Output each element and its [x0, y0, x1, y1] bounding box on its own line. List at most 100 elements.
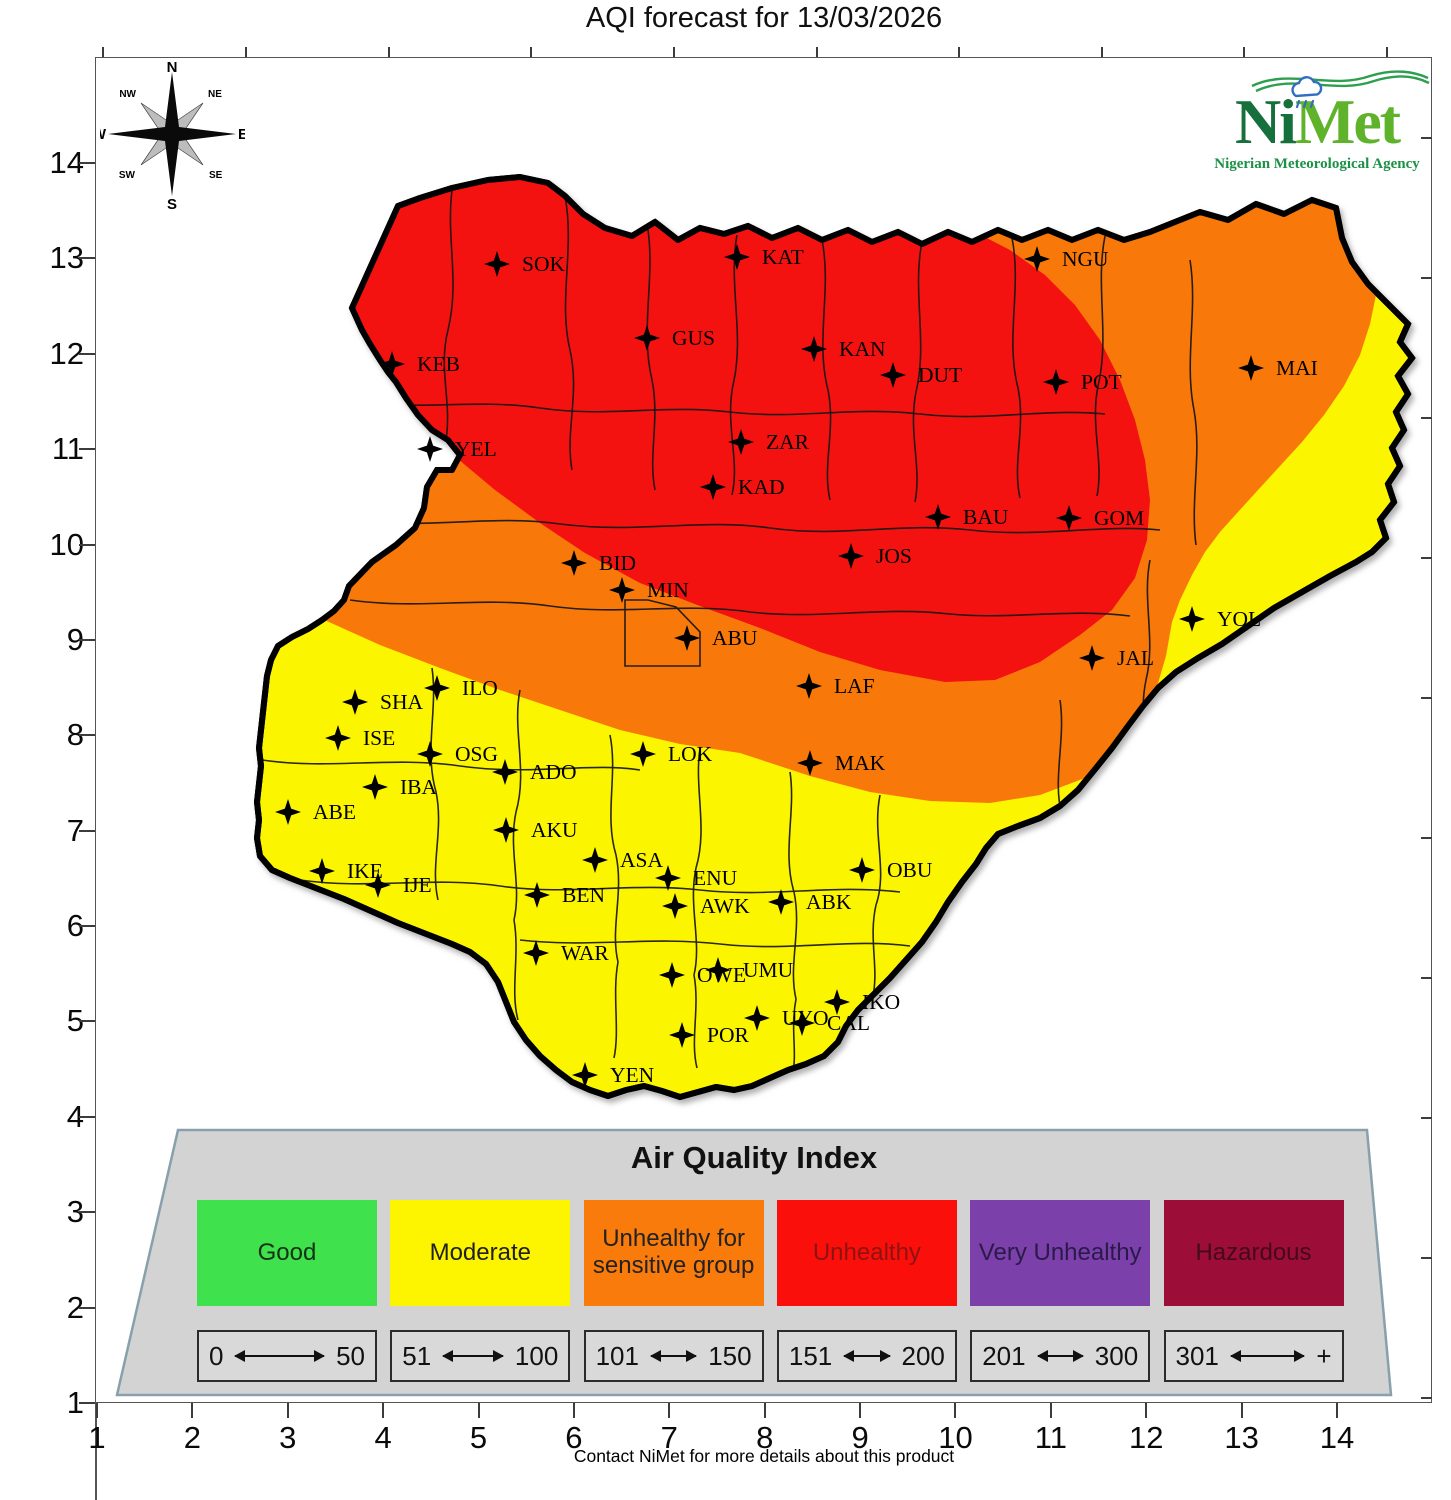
y-tick-mark	[79, 1211, 95, 1214]
y-tick-mark	[79, 257, 95, 260]
city-label: ADO	[530, 759, 577, 784]
y-tick-label: 14	[49, 145, 84, 180]
diamond-marker-icon	[925, 504, 951, 530]
city-label: IBA	[400, 774, 438, 799]
y-tick-mark	[79, 352, 95, 355]
diamond-marker-icon	[493, 817, 519, 843]
compass-se: SE	[209, 170, 223, 181]
top-graticule-tick	[1386, 47, 1388, 57]
city-marker-pot: POT	[1043, 369, 1122, 395]
city-marker-obu: OBU	[849, 857, 932, 883]
compass-n: N	[167, 62, 178, 76]
city-marker-ben: BEN	[524, 882, 605, 908]
right-graticule-tick	[1421, 1257, 1432, 1259]
city-label: ABK	[806, 889, 852, 914]
city-label: SOK	[522, 251, 566, 276]
diamond-marker-icon	[523, 940, 549, 966]
legend-item: Moderate 51 100	[390, 1200, 571, 1382]
city-label: ILO	[462, 675, 498, 700]
legend-range-max: 150	[708, 1340, 752, 1371]
diamond-marker-icon	[572, 1062, 598, 1088]
city-label: ZAR	[766, 429, 809, 454]
city-marker-abk: ABK	[768, 889, 851, 915]
diamond-marker-icon	[609, 577, 635, 603]
legend-category-label: Good	[257, 1238, 317, 1266]
y-tick-label: 10	[49, 526, 84, 562]
compass-w: W	[100, 126, 107, 143]
city-marker-sok: SOK	[484, 251, 565, 277]
city-label: KAT	[762, 244, 804, 269]
logo-subtitle: Nigerian Meteorological Agency	[1214, 156, 1420, 172]
y-tick-label: 7	[66, 812, 84, 848]
diamond-marker-icon	[674, 625, 700, 651]
y-tick-label: 5	[66, 1003, 84, 1039]
city-marker-iba: IBA	[362, 774, 437, 800]
y-tick-mark	[79, 1115, 95, 1118]
x-tick-mark	[1049, 1403, 1052, 1418]
x-tick-label: 12	[1128, 1420, 1164, 1455]
right-graticule-tick	[1421, 697, 1432, 699]
city-label: OSG	[455, 741, 499, 766]
city-label: SHA	[380, 689, 424, 714]
x-tick-mark	[954, 1403, 957, 1418]
city-marker-yel: YEL	[417, 436, 497, 462]
diamond-marker-icon	[801, 336, 827, 362]
legend-range-min: 0	[209, 1340, 224, 1371]
diamond-marker-icon	[634, 325, 660, 351]
diamond-marker-icon	[630, 741, 656, 767]
city-marker-dut: DUT	[880, 362, 962, 388]
y-tick-mark	[79, 162, 95, 164]
top-graticule-tick	[1101, 47, 1103, 57]
city-label: DUT	[918, 362, 963, 387]
city-marker-zar: ZAR	[728, 429, 809, 455]
nimet-logo: NiMet Nigerian Meteorological Agency	[1198, 68, 1436, 173]
legend-range-box: 51 100	[390, 1330, 571, 1382]
city-marker-sha: SHA	[342, 689, 423, 715]
city-marker-keb: KEB	[379, 351, 460, 377]
right-graticule-tick	[1421, 417, 1432, 419]
compass-ne: NE	[208, 89, 222, 100]
diamond-marker-icon	[659, 962, 685, 988]
diamond-marker-icon	[309, 858, 335, 884]
x-tick-label: 7	[660, 1420, 678, 1455]
diamond-marker-icon	[796, 673, 822, 699]
legend-category-swatch: Hazardous	[1163, 1200, 1344, 1306]
top-graticule-tick	[530, 47, 532, 57]
legend-category-label: Unhealthy for sensitive group	[592, 1225, 755, 1279]
city-label: BID	[599, 550, 637, 575]
diamond-marker-icon	[1024, 246, 1050, 272]
x-tick-mark	[572, 1403, 575, 1418]
diamond-marker-icon	[880, 362, 906, 388]
plot-frame	[95, 57, 1432, 1403]
diamond-marker-icon	[768, 889, 794, 915]
city-label: UMU	[743, 957, 794, 982]
city-marker-ije: IJE	[365, 872, 432, 898]
diamond-marker-icon	[484, 251, 510, 277]
y-tick-label: 2	[66, 1289, 84, 1325]
x-tick-label: 3	[279, 1420, 297, 1455]
city-marker-awk: AWK	[662, 893, 750, 919]
legend-range-arrow	[649, 1350, 698, 1362]
y-tick-mark	[79, 925, 95, 928]
legend-category-label: Very Unhealthy	[978, 1238, 1142, 1266]
legend-category-swatch: Moderate	[390, 1200, 571, 1306]
city-marker-mak: MAK	[797, 750, 885, 776]
city-label: JOS	[876, 543, 912, 568]
city-label: YEL	[455, 436, 497, 461]
city-label: POT	[1081, 369, 1122, 394]
city-marker-owe: OWE	[659, 962, 746, 988]
legend-category-swatch: Unhealthy for sensitive group	[583, 1200, 764, 1306]
legend-category-swatch: Good	[197, 1200, 377, 1306]
legend-range-max: 300	[1094, 1340, 1139, 1371]
right-graticule-tick	[1421, 1117, 1432, 1119]
city-marker-war: WAR	[523, 940, 609, 966]
city-marker-enu: ENU	[655, 865, 737, 891]
compass-main-star	[108, 72, 236, 196]
x-tick-mark	[382, 1403, 385, 1418]
diamond-marker-icon	[417, 741, 443, 767]
diamond-marker-icon	[582, 847, 608, 873]
city-label: ABE	[313, 799, 356, 824]
city-marker-bid: BID	[561, 550, 636, 576]
x-tick-label: 1	[88, 1420, 106, 1455]
legend-range-arrow	[442, 1350, 504, 1362]
